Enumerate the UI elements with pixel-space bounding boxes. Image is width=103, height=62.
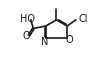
Text: N: N — [41, 37, 48, 47]
Text: Cl: Cl — [79, 14, 88, 24]
Text: O: O — [65, 35, 73, 45]
Text: HO: HO — [20, 14, 35, 24]
Text: O: O — [23, 31, 30, 41]
